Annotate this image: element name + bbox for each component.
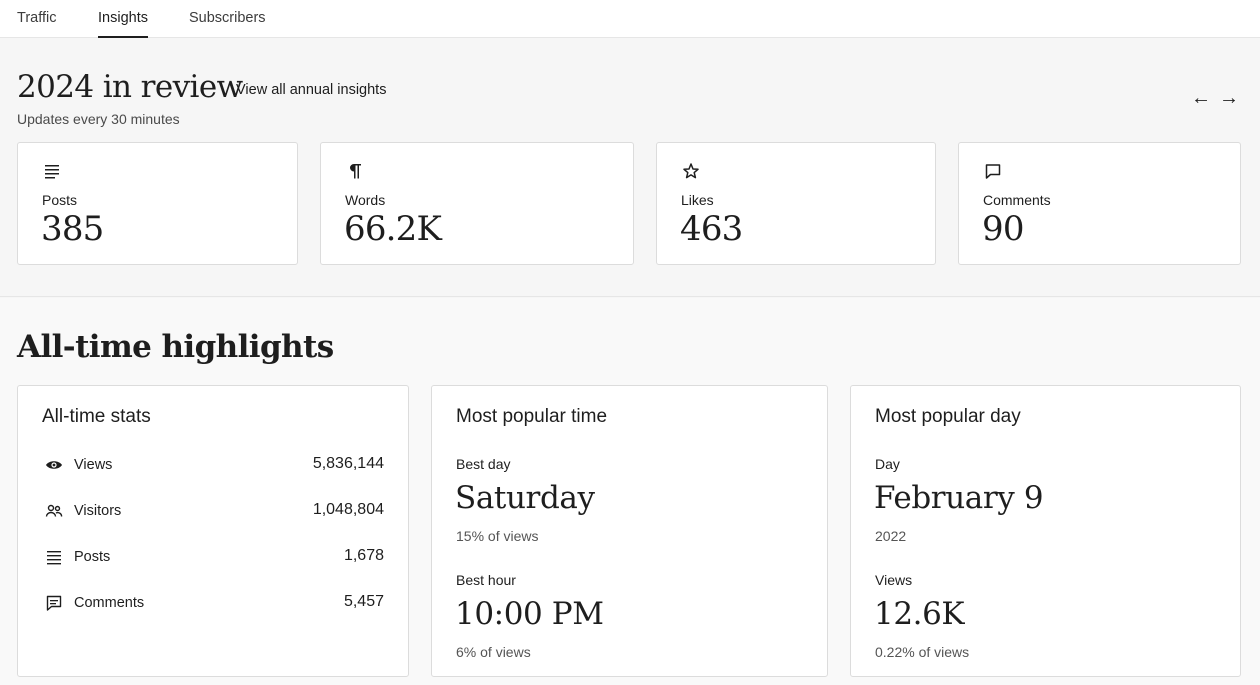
annual-likes-card: Likes 463 <box>656 142 936 265</box>
all-time-highlights-section: All-time highlights All-time stats Views… <box>0 298 1260 685</box>
best-day-percentage: 15% of views <box>456 528 539 544</box>
view-annual-insights-link[interactable]: View all annual insights <box>236 82 387 98</box>
best-hour-percentage: 6% of views <box>456 644 531 660</box>
annual-words-card: Words 66.2K <box>320 142 634 265</box>
annual-posts-value: 385 <box>41 209 104 249</box>
day-views-percentage: 0.22% of views <box>875 644 970 660</box>
tab-traffic[interactable]: Traffic <box>17 10 57 26</box>
annual-posts-label: Posts <box>42 192 78 208</box>
visitors-value: 1,048,804 <box>312 501 384 518</box>
stat-row-comments: Comments 5,457 <box>42 591 384 615</box>
best-hour-value: 10:00 PM <box>455 596 604 632</box>
annual-likes-label: Likes <box>681 192 714 208</box>
annual-words-value: 66.2K <box>344 209 442 249</box>
annual-comments-value: 90 <box>982 209 1024 249</box>
views-value: 5,836,144 <box>312 455 384 472</box>
annual-posts-card: Posts 385 <box>17 142 298 265</box>
tab-bar: Traffic Insights Subscribers <box>0 0 1260 38</box>
people-icon <box>45 504 63 517</box>
stat-row-views: Views 5,836,144 <box>42 453 384 477</box>
most-popular-day-card: Most popular day Day February 9 2022 Vie… <box>850 385 1241 677</box>
annual-review-section: 2024 in review View all annual insights … <box>0 39 1260 297</box>
all-time-stats-card: All-time stats Views 5,836,144 Visitors … <box>17 385 409 677</box>
lines-icon <box>47 551 61 565</box>
comments-label: Comments <box>74 595 145 611</box>
posts-value: 1,678 <box>343 547 384 564</box>
day-views-value: 12.6K <box>874 596 965 632</box>
comment-icon <box>985 164 1001 179</box>
visitors-label: Visitors <box>74 503 122 519</box>
tab-subscribers[interactable]: Subscribers <box>189 10 266 26</box>
arrow-right-icon[interactable]: → <box>1219 87 1239 109</box>
arrow-left-icon[interactable]: ← <box>1191 87 1211 109</box>
posts-label: Posts <box>74 549 111 565</box>
most-popular-day-title: Most popular day <box>875 406 1021 427</box>
tab-insights[interactable]: Insights <box>98 10 148 38</box>
highlights-title: All-time highlights <box>17 329 334 365</box>
annual-comments-label: Comments <box>983 192 1051 208</box>
popular-day-value: February 9 <box>874 480 1044 516</box>
comment-icon <box>46 595 62 611</box>
annual-review-title: 2024 in review <box>17 69 243 105</box>
eye-icon <box>46 461 62 469</box>
comments-value: 5,457 <box>343 593 384 610</box>
lines-icon <box>45 165 59 179</box>
day-views-label: Views <box>875 572 913 588</box>
annual-comments-card: Comments 90 <box>958 142 1241 265</box>
best-day-value: Saturday <box>455 480 595 516</box>
most-popular-time-card: Most popular time Best day Saturday 15% … <box>431 385 828 677</box>
annual-likes-value: 463 <box>680 209 743 249</box>
best-hour-label: Best hour <box>456 572 516 588</box>
update-frequency-note: Updates every 30 minutes <box>17 111 180 127</box>
stat-row-visitors: Visitors 1,048,804 <box>42 499 384 523</box>
day-label: Day <box>875 456 900 472</box>
most-popular-time-title: Most popular time <box>456 406 608 427</box>
views-label: Views <box>74 457 113 473</box>
annual-words-label: Words <box>345 192 386 208</box>
stat-row-posts: Posts 1,678 <box>42 545 384 569</box>
star-icon <box>683 163 699 179</box>
pilcrow-icon <box>350 164 361 179</box>
best-day-label: Best day <box>456 456 511 472</box>
all-time-stats-title: All-time stats <box>42 406 151 427</box>
popular-day-year: 2022 <box>875 528 907 544</box>
